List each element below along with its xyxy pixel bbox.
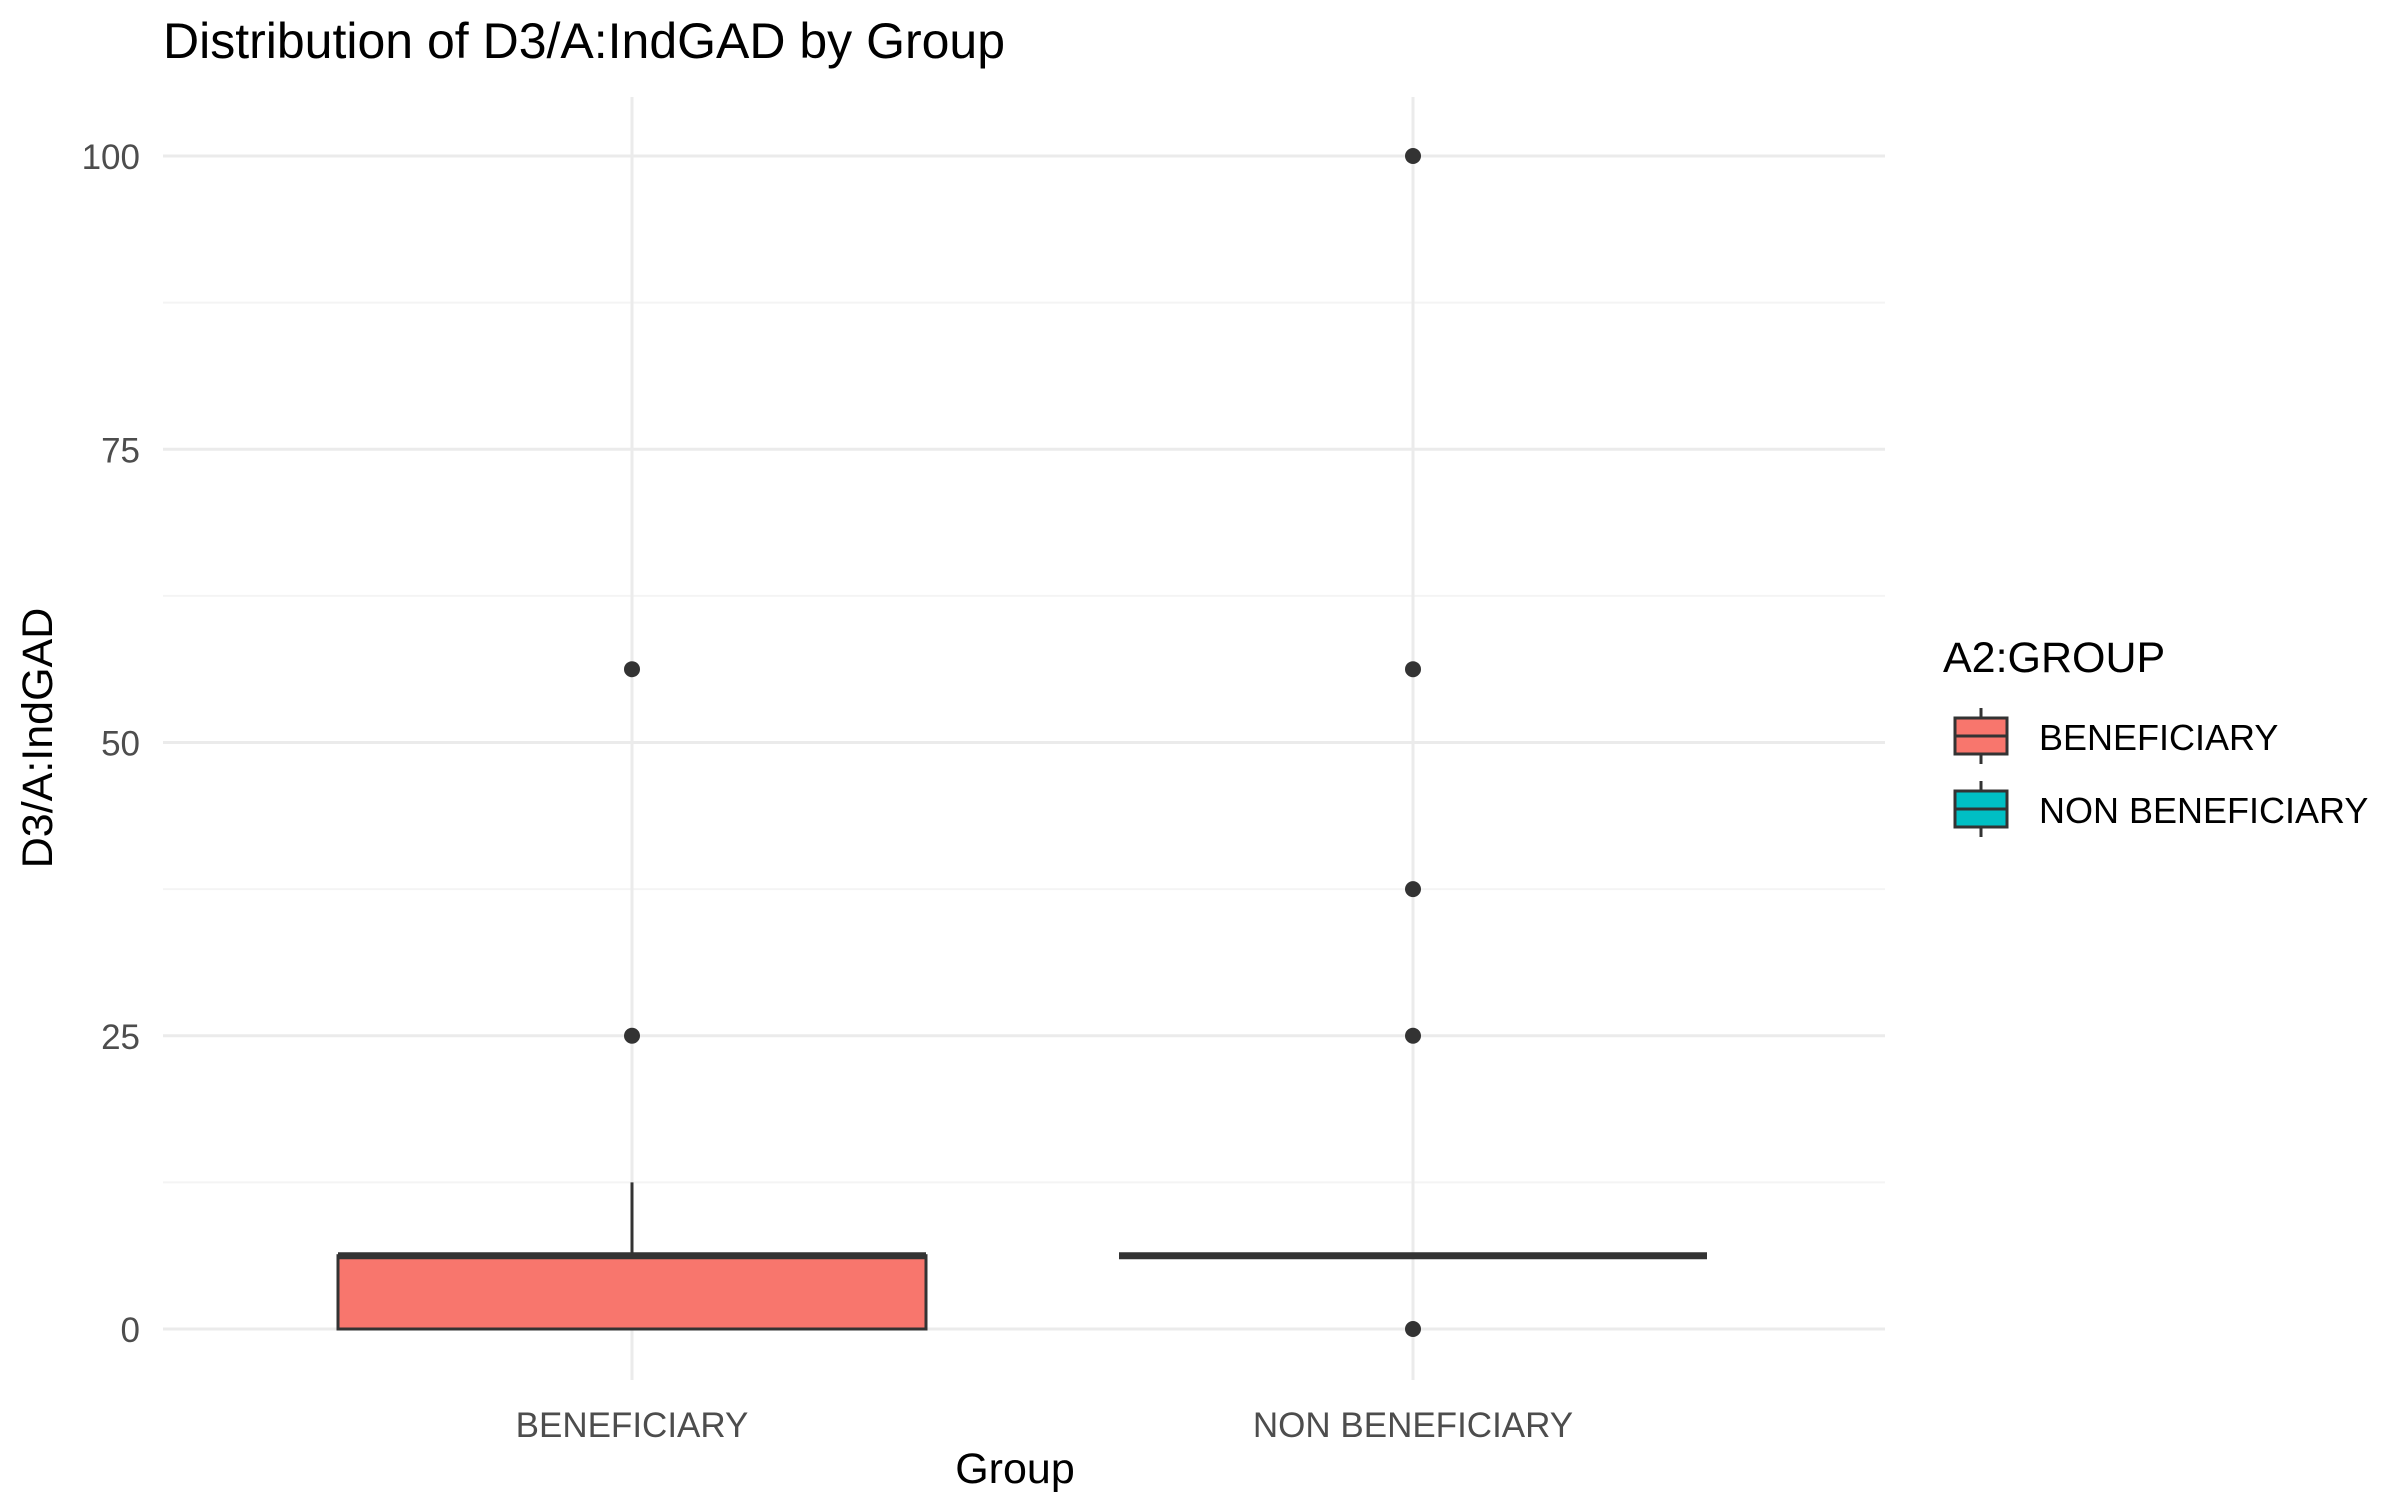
outlier-point xyxy=(1405,661,1421,678)
chart-title: Distribution of D3/A:IndGAD by Group xyxy=(163,13,1005,69)
box-iqr xyxy=(336,1254,928,1331)
outlier-point xyxy=(1405,881,1421,898)
outlier-point xyxy=(624,1027,640,1044)
y-axis-label: D3/A:IndGAD xyxy=(14,608,62,869)
outlier-point xyxy=(624,661,640,678)
boxplot-beneficiary xyxy=(336,661,928,1331)
boxplot-non-beneficiary xyxy=(1119,148,1707,1337)
x-tick-label: BENEFICIARY xyxy=(516,1406,749,1445)
outlier-point xyxy=(1405,1321,1421,1337)
grid-layer xyxy=(163,97,1885,1380)
legend-label-beneficiary: BENEFICIARY xyxy=(2039,717,2278,758)
x-axis-label: Group xyxy=(955,1445,1075,1493)
axis-layer: 0 25 50 75 100 BENEFICIARY NON BENEFICIARY xyxy=(82,138,1574,1445)
legend-item-beneficiary: BENEFICIARY xyxy=(1953,708,2278,764)
y-tick-label: 75 xyxy=(101,431,140,470)
legend-title: A2:GROUP xyxy=(1943,634,2165,682)
x-tick-label: NON BENEFICIARY xyxy=(1253,1406,1573,1445)
y-tick-label: 0 xyxy=(121,1311,140,1350)
legend: A2:GROUP BENEFICIARY NON BENEFICIARY xyxy=(1943,634,2368,837)
y-tick-label: 100 xyxy=(82,138,140,177)
outlier-point xyxy=(1405,148,1421,164)
legend-item-non-beneficiary: NON BENEFICIARY xyxy=(1953,781,2368,837)
legend-label-non-beneficiary: NON BENEFICIARY xyxy=(2039,790,2368,831)
mark-layer xyxy=(336,148,1707,1337)
y-tick-label: 25 xyxy=(101,1018,140,1057)
y-tick-label: 50 xyxy=(101,725,140,764)
outlier-point xyxy=(1405,1027,1421,1044)
